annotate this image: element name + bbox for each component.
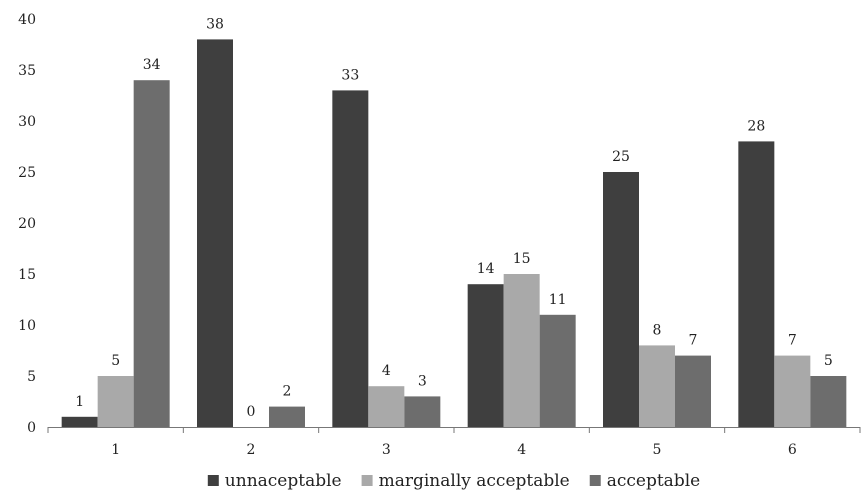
bar — [639, 345, 675, 427]
data-label: 11 — [549, 292, 567, 308]
legend-label: acceptable — [607, 471, 700, 491]
y-tick-label: 20 — [18, 216, 36, 232]
data-label: 14 — [477, 261, 495, 277]
y-tick-label: 10 — [18, 318, 36, 334]
x-tick-label: 2 — [247, 442, 256, 458]
y-axis-tick-labels: 0 5 10 15 20 25 30 35 40 — [18, 12, 36, 436]
legend-swatch — [207, 475, 219, 486]
data-label: 33 — [341, 67, 359, 83]
data-label: 4 — [382, 363, 391, 379]
data-label: 5 — [824, 353, 833, 369]
bar — [269, 406, 305, 427]
data-label: 34 — [143, 57, 161, 73]
legend-label: marginally acceptable — [379, 471, 570, 491]
x-axis-ticks — [47, 427, 861, 433]
bar — [503, 274, 540, 427]
x-tick-label: 3 — [382, 442, 391, 458]
bar — [368, 386, 405, 427]
bar — [810, 376, 847, 427]
y-tick-label: 15 — [18, 267, 36, 283]
legend-item: acceptable — [589, 471, 700, 491]
data-label: 28 — [747, 118, 765, 134]
y-tick-label: 40 — [18, 12, 36, 28]
data-label: 7 — [689, 333, 698, 349]
bar — [97, 376, 134, 427]
legend-swatch — [589, 475, 601, 486]
legend-item: marginally acceptable — [361, 471, 570, 491]
data-label: 8 — [653, 322, 662, 338]
data-label: 38 — [206, 16, 224, 32]
bar — [197, 39, 233, 428]
data-label: 15 — [513, 251, 531, 267]
bar — [738, 141, 775, 427]
data-label: 2 — [283, 384, 292, 400]
bars-group — [61, 39, 847, 428]
bar — [467, 284, 504, 427]
y-tick-label: 5 — [27, 369, 36, 385]
data-label: 25 — [612, 149, 630, 165]
y-tick-label: 35 — [18, 63, 36, 79]
x-tick-label: 5 — [653, 442, 662, 458]
data-label: 0 — [247, 404, 256, 420]
legend-swatch — [361, 475, 373, 486]
bar — [133, 80, 170, 427]
data-label: 5 — [111, 353, 120, 369]
y-tick-label: 25 — [18, 165, 36, 181]
data-label: 3 — [418, 373, 427, 389]
bar — [404, 396, 441, 427]
y-tick-label: 30 — [18, 114, 36, 130]
legend-item: unnaceptable — [207, 471, 342, 491]
bar — [332, 90, 369, 428]
x-tick-label: 1 — [111, 442, 120, 458]
y-tick-label: 0 — [27, 420, 36, 436]
x-axis-tick-labels: 1 2 3 4 5 6 — [111, 442, 797, 458]
bar — [539, 314, 576, 427]
legend-label: unnaceptable — [225, 471, 342, 491]
bar — [675, 355, 711, 427]
data-label: 1 — [75, 394, 84, 410]
data-label: 7 — [788, 333, 797, 349]
bar — [603, 172, 639, 427]
x-tick-label: 6 — [788, 442, 797, 458]
legend: unnaceptable marginally acceptable accepta… — [207, 471, 700, 491]
bar — [61, 416, 98, 427]
x-tick-label: 4 — [517, 442, 526, 458]
bar — [774, 355, 811, 427]
